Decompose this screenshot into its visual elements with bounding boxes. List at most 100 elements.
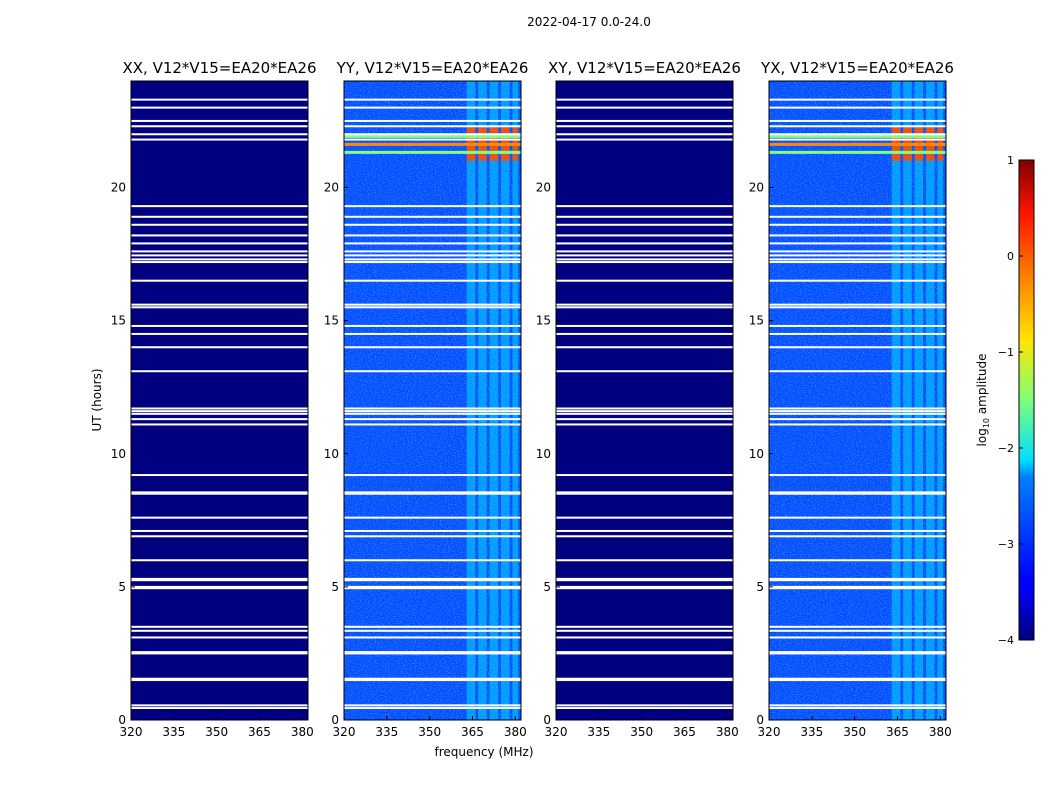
panel-yx-flag-row	[769, 279, 946, 282]
panel-yy-flag-row	[344, 704, 521, 707]
panel-yx-flag-row	[769, 652, 946, 655]
panel-yx-rfi-streak	[769, 142, 946, 146]
panel-xx-flag-row	[131, 133, 308, 136]
panel-yy-flag-row	[344, 625, 521, 628]
panel-xx-flag-row	[131, 234, 308, 237]
panel-yx-flag-row	[769, 677, 946, 680]
panel-yy-flag-row	[344, 516, 521, 519]
panel-xy-flag-row	[556, 652, 733, 655]
colorbar-tick-label: −3	[998, 538, 1014, 551]
panel-yx-rfi-streak	[769, 150, 946, 154]
panel-xx-flag-row	[131, 423, 308, 426]
panel-xy-flag-row	[556, 679, 733, 682]
panel-xx-flag-row	[131, 254, 308, 257]
panel-yx-rfi-band	[937, 81, 944, 720]
panel-yx-xtick-label: 320	[758, 725, 781, 739]
panel-yx: YX, V12*V15=EA20*EA26 0 5 10 15 20 320 335 350 36…	[749, 59, 954, 739]
panel-yy-flag-row	[344, 205, 521, 208]
panel-yy-flag-row	[344, 535, 521, 538]
panel-yy-ytick-label: 20	[324, 181, 339, 195]
panel-yx-flag-row	[769, 254, 946, 257]
panel-xy-flag-row	[556, 492, 733, 495]
panel-xy-flag-row	[556, 106, 733, 109]
panel-xx-flag-row	[131, 474, 308, 477]
panel-xx-background	[131, 81, 308, 720]
panel-yx-flag-row	[769, 119, 946, 122]
panel-xy-flag-row	[556, 704, 733, 707]
panel-yx-flag-row	[769, 223, 946, 226]
panel-xy-flag-row	[556, 677, 733, 680]
panel-xx-flag-row	[131, 652, 308, 655]
panel-xy-flag-row	[556, 215, 733, 218]
panel-xx-flag-row	[131, 303, 308, 306]
y-axis-label: UT (hours)	[90, 368, 104, 431]
panel-yy-flag-row	[344, 629, 521, 632]
panel-xx-flag-row	[131, 579, 308, 582]
panel-xy: XY, V12*V15=EA20*EA26 0 5 10 15 20 320 335 350 36…	[536, 59, 741, 739]
panel-yy-rfi-streak	[344, 150, 521, 154]
panel-xy-flag-row	[556, 579, 733, 582]
panel-yy-flag-row	[344, 106, 521, 109]
panel-yx-flag-row	[769, 133, 946, 136]
panel-yx-xtick-label: 335	[800, 725, 823, 739]
colorbar-tick-label: 0	[1007, 250, 1014, 263]
panel-yy-flag-row	[344, 258, 521, 261]
panel-xy-flag-row	[556, 324, 733, 327]
panel-xy-ytick-label: 0	[543, 713, 551, 727]
panel-yx-flag-row	[769, 332, 946, 335]
panel-xx-flag-row	[131, 223, 308, 226]
panel-yx-flag-row	[769, 529, 946, 532]
panel-yy-ytick-label: 5	[331, 580, 339, 594]
panel-yy-flag-row	[344, 579, 521, 582]
panel-yx-flag-row	[769, 707, 946, 710]
panel-yx-flag-row	[769, 423, 946, 426]
panel-yx-rfi-band	[914, 81, 924, 720]
panel-xx-flag-row	[131, 258, 308, 261]
panel-yy-flag-row	[344, 636, 521, 639]
panel-xy-flag-row	[556, 279, 733, 282]
panel-xy-xtick-label: 320	[545, 725, 568, 739]
panel-yy-rfi-band	[478, 81, 487, 720]
panel-yx-flag-row	[769, 215, 946, 218]
panel-yx-flag-row	[769, 491, 946, 494]
panel-yx-flag-row	[769, 106, 946, 109]
panel-xx-flag-row	[131, 119, 308, 122]
panel-yx-flag-row	[769, 125, 946, 128]
panel-yx-flag-row	[769, 704, 946, 707]
panel-yy-flag-row	[344, 491, 521, 494]
panel-yy-flag-row	[344, 303, 521, 306]
panel-yx-xtick-label: 350	[843, 725, 866, 739]
panel-yy-flag-row	[344, 98, 521, 101]
panel-xy-xtick-label: 380	[716, 725, 739, 739]
panel-yy-flag-row	[344, 492, 521, 495]
panel-xy-flag-row	[556, 242, 733, 245]
panel-yx-flag-row	[769, 625, 946, 628]
panel-yy-xtick-label: 380	[504, 725, 527, 739]
panel-yy-ytick-label: 0	[331, 713, 339, 727]
panel-yx-flag-row	[769, 250, 946, 253]
panel-xy-xtick-label: 365	[673, 725, 696, 739]
panel-xy-flag-row	[556, 258, 733, 261]
panel-yx-flag-row	[769, 324, 946, 327]
panel-xx-flag-row	[131, 679, 308, 682]
panel-xx-ytick-label: 5	[118, 580, 126, 594]
panel-yy-flag-row	[344, 707, 521, 710]
panel-xx-title: XX, V12*V15=EA20*EA26	[122, 59, 316, 77]
panels: XX, V12*V15=EA20*EA26 0 5 10 15 20 320 335 350 36…	[111, 59, 954, 739]
panel-yy-flag-row	[344, 234, 521, 237]
panel-yx-ytick-label: 20	[749, 181, 764, 195]
panel-xy-flag-row	[556, 529, 733, 532]
panel-yy-flag-row	[344, 651, 521, 654]
panel-xx-flag-row	[131, 279, 308, 282]
panel-xx-xtick-label: 365	[248, 725, 271, 739]
panel-yx-ytick-label: 0	[756, 713, 764, 727]
panel-xx-image	[131, 81, 308, 720]
panel-xy-image	[556, 81, 733, 720]
panel-yy-xtick-label: 320	[333, 725, 356, 739]
panel-xx-flag-row	[131, 106, 308, 109]
panel-yx-rfi-band	[926, 81, 935, 720]
panel-xy-ytick-label: 15	[536, 314, 551, 328]
panel-yy-flag-row	[344, 125, 521, 128]
panel-xy-flag-row	[556, 346, 733, 349]
panel-xx-flag-row	[131, 412, 308, 415]
